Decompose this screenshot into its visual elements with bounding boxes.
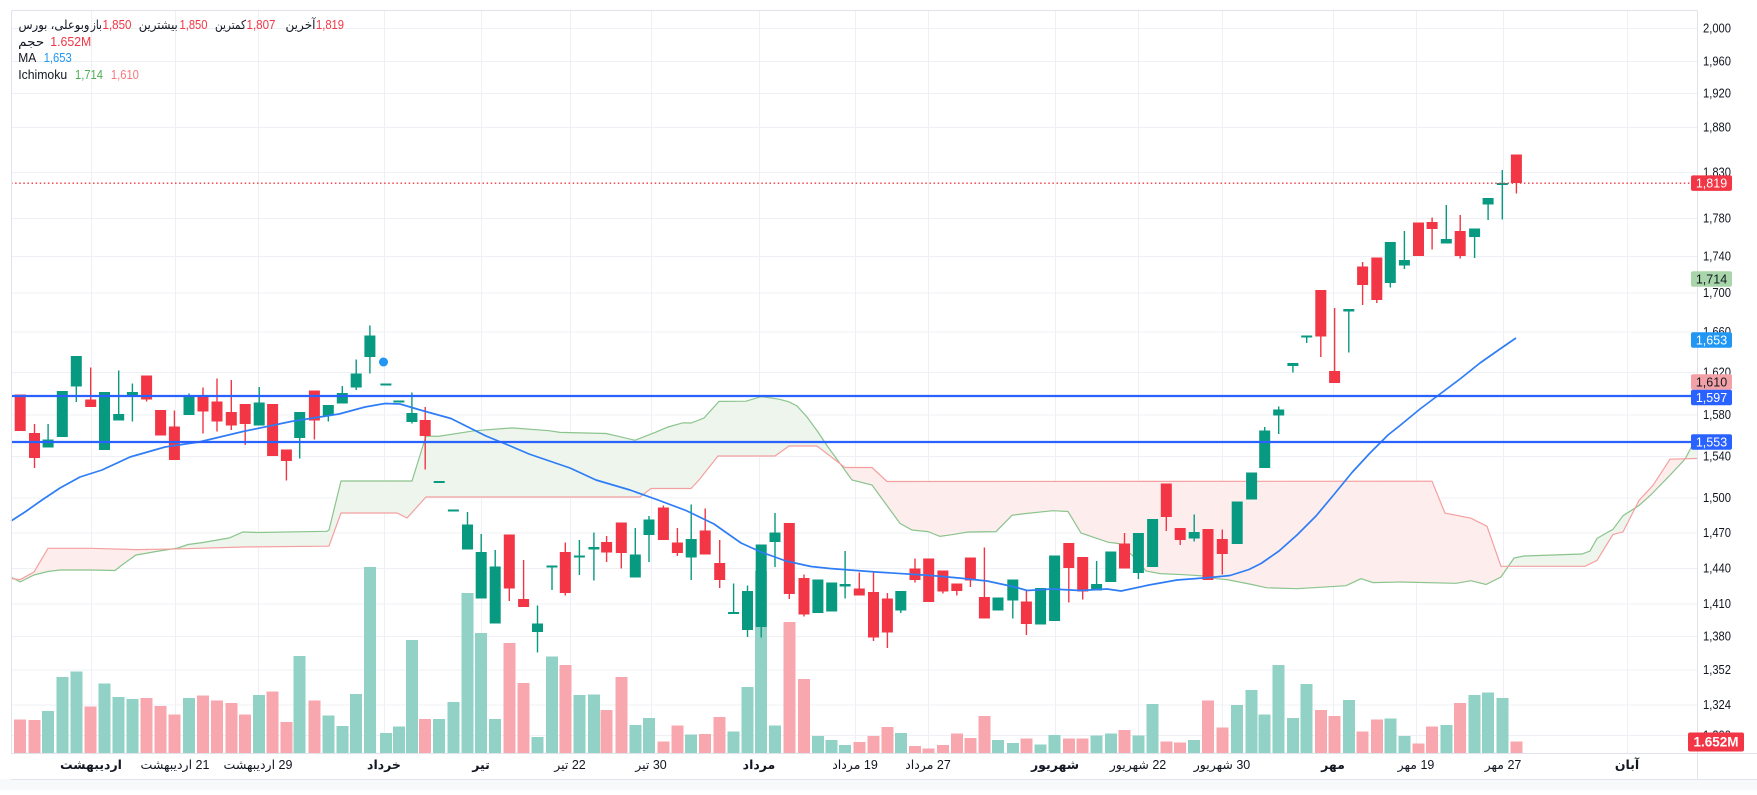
svg-text:شهریور: شهریور — [1030, 758, 1079, 772]
svg-text:1,880: 1,880 — [1703, 121, 1731, 135]
svg-text:1,920: 1,920 — [1703, 87, 1731, 101]
svg-text:Ichimoku: Ichimoku — [18, 68, 67, 82]
svg-text:1,597: 1,597 — [1696, 391, 1727, 405]
svg-text:1,610: 1,610 — [111, 68, 139, 82]
svg-text:وبوعلی، بورس: وبوعلی، بورس — [19, 18, 90, 33]
svg-text:1,553: 1,553 — [1696, 435, 1727, 449]
svg-text:1,714: 1,714 — [75, 68, 103, 82]
svg-text:1.652M: 1.652M — [50, 35, 91, 49]
svg-text:اردیبهشت: اردیبهشت — [60, 758, 122, 772]
svg-text:1,714: 1,714 — [1696, 272, 1727, 286]
svg-text:آخرین: آخرین — [286, 17, 317, 33]
svg-text:مرداد ‎27: مرداد ‎27 — [905, 758, 951, 773]
svg-text:1,780: 1,780 — [1703, 212, 1731, 226]
svg-text:1,610: 1,610 — [1696, 375, 1727, 389]
svg-text:1,960: 1,960 — [1703, 55, 1731, 69]
svg-text:1,819: 1,819 — [316, 18, 344, 32]
svg-text:بیشترین: بیشترین — [139, 18, 178, 33]
svg-text:1,653: 1,653 — [44, 51, 72, 65]
svg-text:1,324: 1,324 — [1703, 698, 1731, 712]
svg-text:1,380: 1,380 — [1703, 630, 1731, 644]
svg-text:مرداد: مرداد — [743, 758, 776, 772]
svg-text:باز: باز — [90, 18, 102, 33]
svg-text:1,580: 1,580 — [1703, 408, 1731, 422]
svg-text:آبان: آبان — [1615, 757, 1640, 772]
svg-text:1,352: 1,352 — [1703, 663, 1731, 677]
svg-text:1,850: 1,850 — [180, 18, 208, 32]
svg-text:1.652M: 1.652M — [1693, 734, 1738, 749]
svg-text:1,850: 1,850 — [103, 18, 132, 32]
svg-text:اردیبهشت ‎29: اردیبهشت ‎29 — [224, 758, 293, 773]
svg-text:مهر: مهر — [1320, 758, 1345, 772]
svg-text:1,819: 1,819 — [1696, 177, 1727, 191]
svg-text:حجم: حجم — [18, 35, 44, 50]
svg-text:اردیبهشت ‎21: اردیبهشت ‎21 — [141, 758, 210, 773]
svg-text:تیر: تیر — [471, 758, 490, 772]
svg-text:مهر ‎27: مهر ‎27 — [1484, 758, 1522, 773]
svg-text:1,807: 1,807 — [247, 18, 276, 32]
svg-text:تیر ‎30: تیر ‎30 — [634, 758, 667, 773]
svg-text:1,700: 1,700 — [1703, 286, 1731, 300]
svg-text:1,653: 1,653 — [1696, 333, 1727, 347]
svg-text:تیر ‎22: تیر ‎22 — [553, 758, 586, 773]
svg-text:کمترین: کمترین — [215, 18, 246, 33]
svg-text:1,500: 1,500 — [1703, 491, 1731, 505]
svg-text:مرداد ‎19: مرداد ‎19 — [832, 758, 878, 773]
svg-text:1,540: 1,540 — [1703, 450, 1731, 464]
svg-text:شهریور ‎22: شهریور ‎22 — [1109, 758, 1167, 773]
svg-text:1,410: 1,410 — [1703, 597, 1731, 611]
svg-text:MA: MA — [18, 51, 37, 65]
svg-text:شهریور ‎30: شهریور ‎30 — [1193, 758, 1251, 773]
svg-text:1,440: 1,440 — [1703, 562, 1731, 576]
svg-text:1,470: 1,470 — [1703, 526, 1731, 540]
svg-text:مهر ‎19: مهر ‎19 — [1397, 758, 1435, 773]
svg-text:2,000: 2,000 — [1703, 22, 1731, 36]
svg-text:خرداد: خرداد — [367, 758, 401, 772]
svg-text:1,740: 1,740 — [1703, 250, 1731, 264]
